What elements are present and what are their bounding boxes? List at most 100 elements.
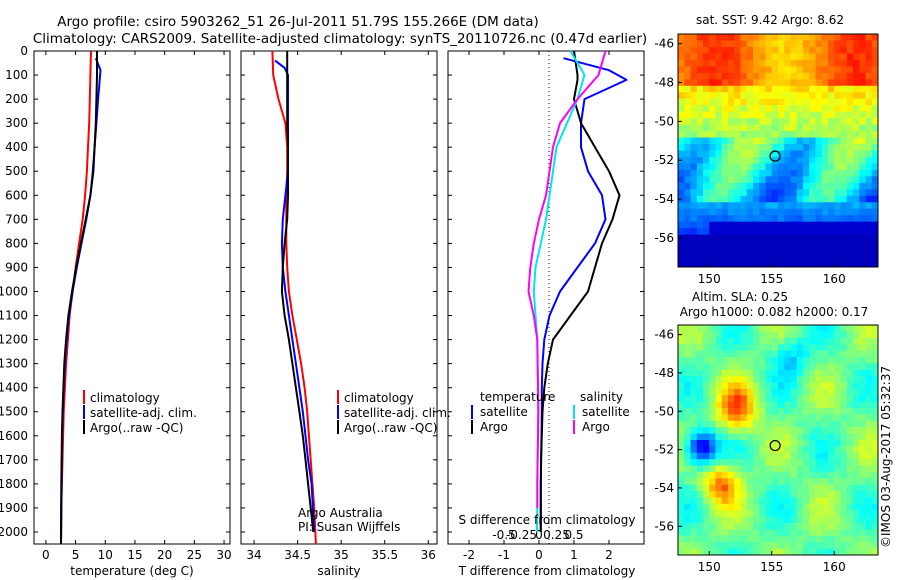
- map-cell: [828, 325, 835, 332]
- map-cell: [684, 208, 691, 216]
- depth-tick-label: 1500: [0, 405, 28, 419]
- map-cell: [834, 150, 841, 158]
- map-cell: [828, 163, 835, 171]
- map-cell: [765, 497, 773, 505]
- map-cell: [871, 53, 879, 61]
- map-cell: [865, 176, 873, 184]
- map-cell: [853, 376, 860, 383]
- map-cell: [840, 247, 848, 255]
- map-cell: [746, 150, 754, 158]
- map-cell: [803, 382, 810, 390]
- map-cell: [728, 350, 735, 358]
- map-cell: [684, 163, 691, 171]
- map-cell: [753, 542, 760, 550]
- map-cell: [715, 202, 723, 210]
- map-cell: [784, 247, 791, 255]
- map-cell: [740, 503, 748, 511]
- map-cell: [784, 363, 791, 371]
- map-cell: [828, 208, 835, 216]
- map-cell: [721, 503, 729, 511]
- map-cell: [765, 156, 773, 164]
- map-cell: [853, 163, 860, 171]
- map-cell: [796, 427, 804, 435]
- map-cell: [771, 440, 779, 447]
- map-cell: [846, 215, 854, 223]
- map-cell: [853, 529, 860, 537]
- map-cell: [840, 331, 848, 339]
- lat-tick-label: -48: [654, 366, 674, 380]
- map-cell: [740, 234, 748, 242]
- map-cell: [759, 331, 766, 339]
- map-cell: [734, 66, 741, 74]
- map-cell: [778, 408, 785, 415]
- map-cell: [765, 215, 773, 223]
- map-cell: [834, 408, 841, 415]
- map-cell: [728, 446, 735, 454]
- map-cell: [871, 189, 879, 197]
- map-cell: [728, 388, 735, 396]
- map-cell: [734, 369, 741, 377]
- map-cell: [771, 523, 779, 530]
- map-cell: [853, 156, 860, 164]
- map-cell: [715, 331, 723, 339]
- map-cell: [784, 66, 791, 74]
- map-cell: [703, 446, 710, 454]
- map-cell: [771, 105, 779, 113]
- map-cell: [846, 254, 854, 261]
- map-cell: [790, 189, 798, 197]
- map-cell: [734, 548, 741, 556]
- map-cell: [778, 34, 785, 41]
- map-cell: [721, 350, 729, 358]
- map-cell: [846, 163, 854, 171]
- map-cell: [759, 465, 766, 473]
- map-cell: [746, 542, 754, 550]
- map-cell: [784, 234, 791, 242]
- map-cell: [696, 169, 704, 177]
- map-cell: [859, 150, 866, 158]
- map-cell: [865, 53, 873, 61]
- map-cell: [734, 254, 741, 261]
- map-cell: [728, 79, 735, 87]
- map-cell: [746, 420, 754, 428]
- map-cell: [765, 189, 773, 197]
- map-cell: [821, 363, 829, 371]
- map-cell: [684, 344, 691, 351]
- map-cell: [784, 189, 791, 197]
- imos-credit: ©IMOS 03-Aug-2017 05:32:37: [879, 366, 893, 548]
- map-cell: [796, 156, 804, 164]
- map-cell: [809, 503, 816, 511]
- map-cell: [696, 189, 704, 197]
- map-cell: [778, 40, 785, 48]
- map-cell: [871, 66, 879, 74]
- map-cell: [690, 427, 698, 435]
- map-cell: [765, 376, 773, 383]
- map-cell: [778, 510, 785, 518]
- map-cell: [815, 478, 823, 486]
- map-cell: [846, 124, 854, 132]
- map-cell: [721, 92, 729, 100]
- map-cell: [696, 92, 704, 100]
- map-cell: [796, 208, 804, 216]
- map-cell: [734, 420, 741, 428]
- map-cell: [840, 124, 848, 132]
- map-cell: [865, 542, 873, 550]
- map-cell: [734, 150, 741, 158]
- map-cell: [709, 325, 716, 332]
- map-cell: [759, 363, 766, 371]
- map-cell: [803, 471, 810, 479]
- map-cell: [728, 118, 735, 126]
- map-cell: [678, 131, 685, 138]
- map-cell: [859, 420, 866, 428]
- map-cell: [771, 414, 779, 422]
- map-cell: [828, 446, 835, 454]
- map-cell: [690, 356, 698, 364]
- map-cell: [703, 503, 710, 511]
- map-cell: [753, 254, 760, 261]
- map-cell: [696, 452, 704, 460]
- map-cell: [759, 516, 766, 524]
- map-cell: [834, 131, 841, 138]
- map-cell: [771, 46, 779, 54]
- map-cell: [703, 331, 710, 339]
- map-cell: [796, 401, 804, 409]
- map-cell: [678, 72, 685, 80]
